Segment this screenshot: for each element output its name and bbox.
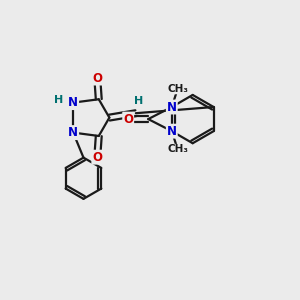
Text: O: O bbox=[92, 151, 102, 164]
Text: N: N bbox=[167, 125, 177, 138]
Text: N: N bbox=[68, 126, 78, 139]
Text: CH₃: CH₃ bbox=[167, 144, 188, 154]
Text: H: H bbox=[134, 96, 143, 106]
Text: H: H bbox=[54, 95, 64, 105]
Text: N: N bbox=[68, 96, 78, 109]
Text: O: O bbox=[123, 112, 133, 126]
Text: CH₃: CH₃ bbox=[167, 84, 188, 94]
Text: N: N bbox=[167, 100, 177, 113]
Text: O: O bbox=[92, 72, 102, 85]
